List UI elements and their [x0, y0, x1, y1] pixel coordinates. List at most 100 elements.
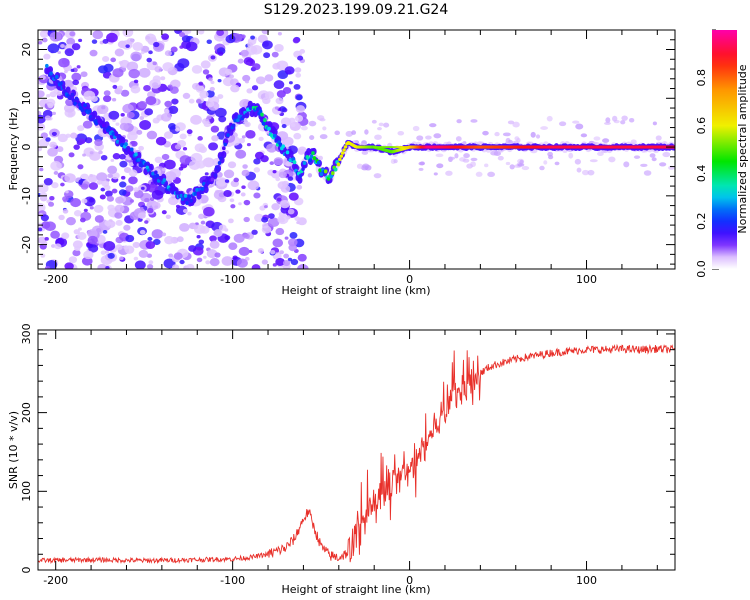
spectrogram-noise-blob — [195, 98, 202, 104]
colorbar-tick-label: 0.8 — [695, 69, 708, 87]
spectrogram-noise-blob — [171, 98, 179, 105]
spectrogram-noise-blob — [377, 126, 382, 131]
spectrogram-noise-blob — [73, 209, 82, 217]
spectrogram-noise-blob — [146, 57, 153, 63]
snr-y-tick-label: 200 — [20, 402, 33, 423]
spectrogram-noise-blob — [204, 172, 209, 176]
spectrogram-noise-blob — [230, 84, 240, 93]
snr-series-line — [38, 343, 675, 565]
spectrogram-noise-blob — [284, 66, 295, 75]
spectrogram-noise-blob — [42, 109, 53, 119]
spectrogram-noise-blob — [83, 208, 88, 213]
spectrogram-noise-blob — [65, 133, 71, 138]
spectrogram-noise-blob — [575, 123, 584, 130]
spectrogram-noise-blob — [60, 44, 65, 48]
spectrogram-noise-blob — [282, 87, 292, 94]
spectrogram-noise-blob — [38, 146, 43, 152]
spectrogram-noise-blob — [186, 263, 195, 269]
spectrogram-noise-blob — [179, 133, 187, 140]
spectrogram-noise-blob — [139, 229, 146, 235]
spectrogram-y-tick-label: 10 — [20, 91, 33, 105]
colorbar-tick-label: 0.4 — [695, 165, 708, 183]
spectrogram-noise-blob — [71, 72, 82, 82]
ridge-core-inner — [87, 109, 92, 114]
spectrogram-noise-blob — [185, 41, 198, 52]
spectrogram-noise-blob — [205, 100, 215, 108]
spectrogram-noise-blob — [317, 115, 325, 121]
ridge-core-inner — [340, 151, 345, 155]
spectrogram-noise-blob — [77, 125, 85, 132]
spectrogram-noise-blob — [44, 265, 51, 269]
spectrogram-noise-blob — [43, 53, 51, 60]
spectrogram-noise-blob — [161, 167, 166, 172]
spectrogram-noise-blob — [206, 115, 212, 120]
spectrogram-noise-blob — [83, 196, 96, 207]
spectrogram-noise-blob — [250, 35, 256, 40]
spectrogram-noise-blob — [145, 96, 157, 106]
ridge-core-inner — [224, 139, 229, 144]
spectrogram-noise-blob — [521, 166, 530, 171]
spectrogram-noise-blob — [214, 252, 221, 258]
spectrogram-noise-blob — [535, 134, 541, 139]
spectrogram-noise-blob — [128, 68, 140, 79]
spectrogram-noise-blob — [546, 115, 553, 122]
ridge-core-inner — [339, 154, 344, 158]
spectrogram-noise-blob — [224, 179, 230, 183]
spectrogram-noise-blob — [60, 182, 65, 187]
ridge-core-inner — [226, 133, 230, 138]
spectrogram-noise-blob — [139, 120, 152, 130]
ridge-core-inner — [319, 172, 324, 177]
spectrogram-noise-blob — [130, 51, 142, 62]
spectrogram-noise-blob — [170, 79, 181, 89]
spectrogram-noise-blob — [65, 190, 69, 194]
spectrogram-noise-blob — [487, 171, 496, 178]
spectrogram-noise-blob — [176, 236, 184, 243]
ridge-core-inner — [298, 174, 303, 179]
spectrogram-noise-blob — [470, 119, 478, 123]
spectrogram-noise-blob — [175, 204, 181, 209]
spectrogram-noise-blob — [602, 138, 610, 143]
snr-plot — [38, 343, 675, 565]
spectrogram-noise-blob — [655, 135, 662, 141]
spectrogram-noise-blob — [206, 39, 212, 45]
snr-frame — [37, 329, 676, 571]
ridge-core-inner — [163, 183, 168, 188]
spectrogram-noise-blob — [164, 50, 172, 57]
spectrogram-noise-blob — [172, 264, 180, 269]
ridge-core-inner — [196, 191, 201, 196]
ridge-core-inner — [54, 74, 59, 79]
spectrogram-noise-blob — [198, 239, 205, 245]
spectrogram-noise-blob — [227, 161, 237, 169]
spectrogram-noise-blob — [232, 255, 238, 260]
spectrogram-noise-blob — [295, 105, 306, 113]
spectrogram-noise-blob — [261, 259, 268, 265]
spectrogram-noise-blob — [194, 143, 206, 153]
spectrogram-noise-blob — [161, 232, 167, 237]
spectrogram-noise-blob — [651, 157, 657, 162]
spectrogram-noise-blob — [88, 182, 99, 190]
spectrogram-noise-blob — [257, 90, 270, 101]
spectrogram-noise-blob — [122, 30, 134, 38]
spectrogram-noise-blob — [272, 238, 284, 248]
spectrogram-noise-blob — [119, 160, 128, 168]
spectrogram-noise-blob — [97, 104, 109, 115]
ridge-core-inner — [183, 193, 188, 198]
spectrogram-noise-blob — [516, 137, 521, 143]
spectrogram-noise-blob — [196, 257, 203, 263]
spectrogram-noise-blob — [98, 150, 103, 155]
spectrogram-noise-blob — [241, 135, 246, 139]
spectrogram-noise-blob — [509, 164, 515, 170]
spectrogram-noise-blob — [463, 153, 470, 159]
ridge-core-inner — [91, 115, 96, 120]
spectrogram-noise-blob — [63, 70, 68, 74]
spectrogram-noise-blob — [558, 121, 567, 127]
spectrogram-noise-blob — [253, 167, 261, 173]
ridge-core-inner — [188, 194, 192, 199]
spectrogram-noise-blob — [134, 260, 146, 269]
spectrogram-noise-blob — [38, 227, 43, 232]
spectrogram-noise-blob — [138, 100, 148, 109]
spectrogram-noise-blob — [44, 236, 49, 241]
ridge-core-outer — [288, 150, 294, 158]
spectrogram-noise-blob — [195, 160, 206, 169]
spectrogram-noise-blob — [114, 211, 123, 219]
